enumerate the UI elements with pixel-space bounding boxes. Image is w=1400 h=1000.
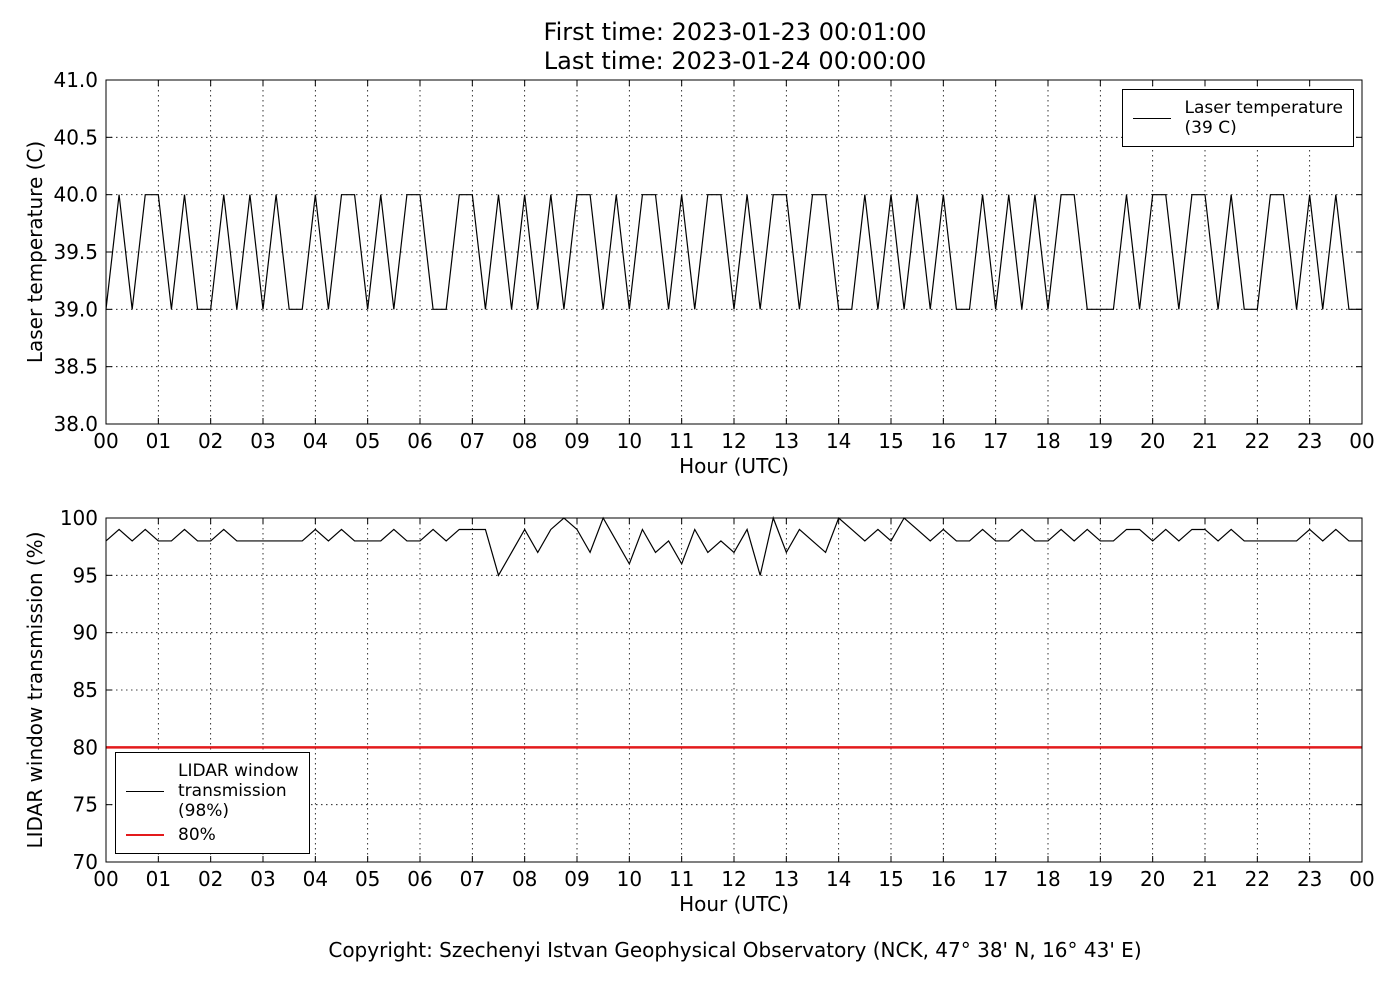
data-line	[105, 194, 1362, 310]
legend-entry: 80%	[126, 825, 299, 845]
legend-label: Laser temperature (39 C)	[1184, 98, 1343, 138]
x-tick-label: 12	[721, 429, 746, 453]
y-tick-label: 85	[73, 678, 98, 702]
legend: Laser temperature (39 C)	[1121, 89, 1354, 147]
x-tick-label: 21	[1192, 429, 1217, 453]
x-tick-label: 06	[407, 429, 432, 453]
x-tick-label: 07	[460, 429, 485, 453]
x-axis-label: Hour (UTC)	[679, 892, 789, 916]
x-tick-label: 07	[460, 867, 485, 891]
x-tick-label: 11	[669, 867, 694, 891]
x-tick-label: 12	[721, 867, 746, 891]
x-tick-label: 17	[983, 429, 1008, 453]
x-tick-label: 19	[1088, 429, 1113, 453]
x-tick-label: 18	[1035, 867, 1060, 891]
x-tick-label: 01	[146, 867, 171, 891]
x-tick-label: 00	[93, 429, 118, 453]
y-tick-label: 80	[73, 735, 98, 759]
x-tick-label: 11	[669, 429, 694, 453]
y-tick-label: 41.0	[53, 68, 98, 92]
y-tick-label: 75	[73, 793, 98, 817]
x-tick-label: 23	[1297, 867, 1322, 891]
x-tick-label: 03	[250, 429, 275, 453]
x-tick-label: 14	[826, 429, 851, 453]
x-tick-label: 05	[355, 867, 380, 891]
y-tick-label: 40.0	[53, 183, 98, 207]
x-tick-label: 17	[983, 867, 1008, 891]
x-tick-label: 00	[1349, 429, 1374, 453]
x-tick-label: 14	[826, 867, 851, 891]
x-tick-label: 20	[1140, 867, 1165, 891]
x-tick-label: 22	[1245, 867, 1270, 891]
x-tick-label: 20	[1140, 429, 1165, 453]
x-tick-label: 02	[198, 867, 223, 891]
plot-frame	[105, 79, 1363, 425]
x-tick-label: 04	[303, 429, 328, 453]
y-tick-label: 40.5	[53, 125, 98, 149]
y-tick-label: 70	[73, 850, 98, 874]
data-line	[105, 515, 1362, 577]
y-tick-label: 100	[60, 506, 98, 530]
legend-swatch	[126, 834, 164, 836]
x-tick-label: 08	[512, 429, 537, 453]
x-tick-label: 09	[564, 867, 589, 891]
x-tick-label: 05	[355, 429, 380, 453]
y-tick-label: 38.5	[53, 355, 98, 379]
x-tick-label: 10	[617, 429, 642, 453]
x-tick-label: 15	[878, 867, 903, 891]
y-axis-label: LIDAR window transmission (%)	[23, 532, 47, 849]
x-tick-label: 01	[146, 429, 171, 453]
x-tick-label: 03	[250, 867, 275, 891]
chart-title: First time: 2023-01-23 00:01:00 Last tim…	[543, 18, 927, 75]
x-tick-label: 23	[1297, 429, 1322, 453]
plot-frame	[105, 517, 1363, 863]
y-tick-label: 38.0	[53, 412, 98, 436]
x-tick-label: 22	[1245, 429, 1270, 453]
y-tick-label: 95	[73, 563, 98, 587]
x-tick-label: 19	[1088, 867, 1113, 891]
legend-label: LIDAR window transmission (98%)	[178, 761, 299, 821]
x-tick-label: 13	[774, 429, 799, 453]
legend-entry: LIDAR window transmission (98%)	[126, 761, 299, 821]
legend-entry: Laser temperature (39 C)	[1132, 98, 1343, 138]
x-tick-label: 15	[878, 429, 903, 453]
legend-label: 80%	[178, 825, 216, 845]
x-tick-label: 13	[774, 867, 799, 891]
y-tick-label: 39.5	[53, 240, 98, 264]
x-tick-label: 21	[1192, 867, 1217, 891]
legend-swatch	[1132, 117, 1171, 119]
x-axis-label: Hour (UTC)	[679, 454, 789, 478]
y-axis-label: Laser temperature (C)	[23, 141, 47, 363]
x-tick-label: 04	[303, 867, 328, 891]
x-tick-label: 06	[407, 867, 432, 891]
x-tick-label: 16	[931, 429, 956, 453]
x-tick-label: 00	[93, 867, 118, 891]
x-tick-label: 10	[617, 867, 642, 891]
legend-swatch	[126, 790, 164, 792]
legend: LIDAR window transmission (98%) 80%	[115, 752, 310, 854]
x-tick-label: 02	[198, 429, 223, 453]
x-tick-label: 16	[931, 867, 956, 891]
y-tick-label: 90	[73, 621, 98, 645]
x-tick-label: 09	[564, 429, 589, 453]
x-tick-label: 08	[512, 867, 537, 891]
x-tick-label: 18	[1035, 429, 1060, 453]
footer: Copyright: Szechenyi Istvan Geophysical …	[328, 938, 1142, 962]
y-tick-label: 39.0	[53, 297, 98, 321]
x-tick-label: 00	[1349, 867, 1374, 891]
